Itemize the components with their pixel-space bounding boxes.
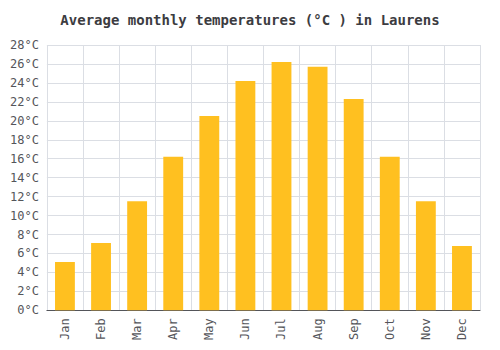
svg-text:4°C: 4°C [17, 265, 39, 279]
svg-text:Feb: Feb [94, 318, 108, 340]
svg-text:May: May [202, 318, 216, 340]
svg-text:Dec: Dec [455, 318, 469, 340]
svg-text:0°C: 0°C [17, 303, 39, 317]
svg-text:12°C: 12°C [10, 190, 39, 204]
svg-text:Mar: Mar [130, 318, 144, 340]
svg-text:8°C: 8°C [17, 228, 39, 242]
svg-text:Sep: Sep [347, 318, 361, 340]
svg-text:16°C: 16°C [10, 152, 39, 166]
svg-text:Oct: Oct [383, 318, 397, 340]
svg-text:10°C: 10°C [10, 209, 39, 223]
svg-text:6°C: 6°C [17, 246, 39, 260]
svg-text:Jul: Jul [274, 318, 288, 340]
svg-text:2°C: 2°C [17, 284, 39, 298]
svg-text:22°C: 22°C [10, 95, 39, 109]
svg-text:28°C: 28°C [10, 38, 39, 52]
svg-text:Average monthly temperatures (: Average monthly temperatures (°C ) in La… [60, 12, 439, 28]
svg-text:Apr: Apr [166, 318, 180, 340]
svg-text:20°C: 20°C [10, 114, 39, 128]
svg-text:14°C: 14°C [10, 171, 39, 185]
svg-text:Jun: Jun [238, 318, 252, 340]
svg-text:18°C: 18°C [10, 133, 39, 147]
svg-text:24°C: 24°C [10, 76, 39, 90]
svg-text:Aug: Aug [311, 318, 325, 340]
svg-text:Jan: Jan [58, 318, 72, 340]
svg-text:26°C: 26°C [10, 57, 39, 71]
svg-text:Nov: Nov [419, 318, 433, 340]
